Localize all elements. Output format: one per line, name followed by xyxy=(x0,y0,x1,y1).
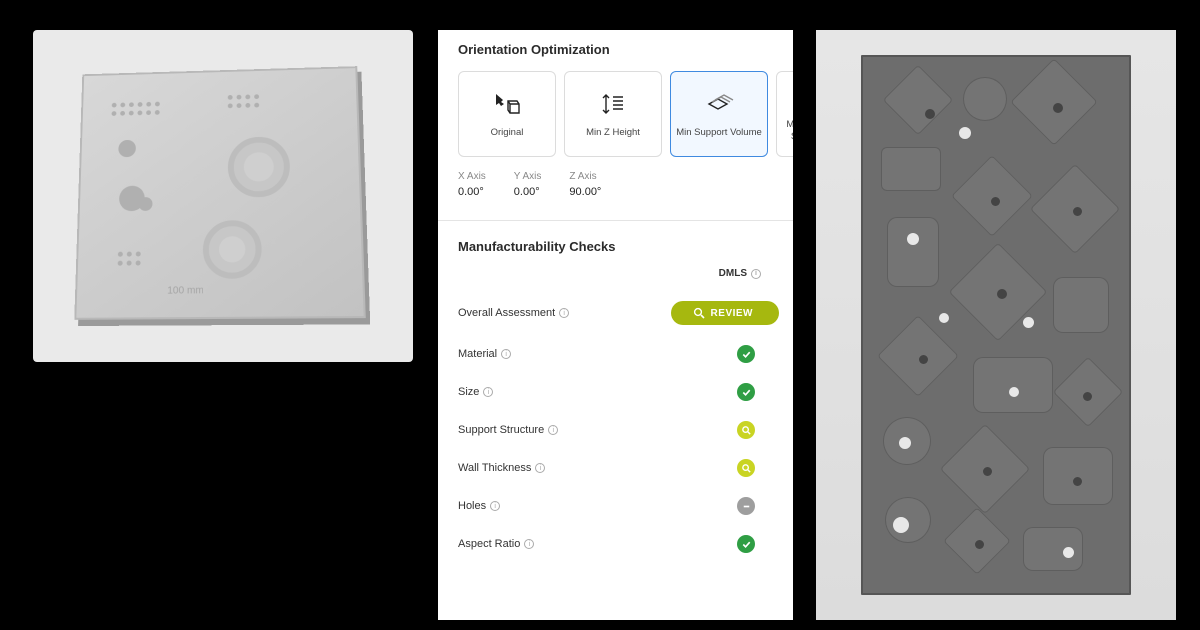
check-row-overall: Overall Assessment i REVIEW xyxy=(458,291,779,335)
axis-readout: X Axis 0.00° Y Axis 0.00° Z Axis 90.00° xyxy=(458,171,779,198)
orientation-label: Original xyxy=(491,127,524,138)
info-icon[interactable]: i xyxy=(548,425,558,435)
checks-title: Manufacturability Checks xyxy=(458,239,779,254)
check-label: Support Structure xyxy=(458,424,544,436)
orientation-card-min-support[interactable]: Min Support Volume xyxy=(670,71,768,157)
check-row-wall: Wall Thickness i xyxy=(458,449,755,487)
magnify-icon xyxy=(693,307,705,319)
status-pass-icon xyxy=(737,535,755,553)
check-label: Aspect Ratio xyxy=(458,538,520,550)
cad-part-render: 100 mm xyxy=(68,56,378,336)
check-row-size: Size i xyxy=(458,373,755,411)
axis-z-label: Z Axis xyxy=(569,171,601,182)
check-label: Overall Assessment xyxy=(458,307,555,319)
status-warn-icon xyxy=(737,459,755,477)
check-row-holes: Holes i xyxy=(458,487,755,525)
check-label: Material xyxy=(458,348,497,360)
check-row-aspect: Aspect Ratio i xyxy=(458,525,755,563)
check-label: Holes xyxy=(458,500,486,512)
info-icon[interactable]: i xyxy=(501,349,511,359)
orientation-label: Min Z Height xyxy=(586,127,640,138)
info-icon[interactable]: i xyxy=(751,269,761,279)
axis-y-label: Y Axis xyxy=(514,171,542,182)
orientation-label: Min S xyxy=(783,119,793,142)
info-icon[interactable]: i xyxy=(483,387,493,397)
build-plate xyxy=(861,55,1131,595)
info-icon[interactable]: i xyxy=(535,463,545,473)
orientation-card-original[interactable]: Original xyxy=(458,71,556,157)
check-row-material: Material i xyxy=(458,335,755,373)
axis-y-value: 0.00° xyxy=(514,186,542,198)
stack-layers-icon xyxy=(704,89,734,119)
status-pass-icon xyxy=(737,383,755,401)
review-pill[interactable]: REVIEW xyxy=(671,301,779,325)
orientation-title: Orientation Optimization xyxy=(458,42,779,57)
status-pass-icon xyxy=(737,345,755,363)
status-na-icon xyxy=(737,497,755,515)
analysis-panel: Orientation Optimization Original Min Z … xyxy=(438,30,793,620)
cad-preview-panel: 100 mm xyxy=(33,30,413,362)
axis-z-value: 90.00° xyxy=(569,186,601,198)
info-icon[interactable]: i xyxy=(559,308,569,318)
height-arrows-icon xyxy=(600,89,626,119)
orientation-cards: Original Min Z Height Min Support Volume xyxy=(458,71,779,157)
axis-x-label: X Axis xyxy=(458,171,486,182)
axis-x-value: 0.00° xyxy=(458,186,486,198)
info-icon[interactable]: i xyxy=(524,539,534,549)
info-icon[interactable]: i xyxy=(490,501,500,511)
check-row-support: Support Structure i xyxy=(458,411,755,449)
cursor-cube-icon xyxy=(493,89,521,119)
check-label: Wall Thickness xyxy=(458,462,531,474)
check-label: Size xyxy=(458,386,479,398)
status-warn-icon xyxy=(737,421,755,439)
build-photo-panel xyxy=(816,30,1176,620)
orientation-card-min-z[interactable]: Min Z Height xyxy=(564,71,662,157)
orientation-card-partial[interactable]: Min S xyxy=(776,71,793,157)
scale-label: 100 mm xyxy=(167,285,204,297)
orientation-label: Min Support Volume xyxy=(676,127,762,138)
checks-column-header: DMLS i xyxy=(458,268,779,279)
divider xyxy=(438,220,793,221)
